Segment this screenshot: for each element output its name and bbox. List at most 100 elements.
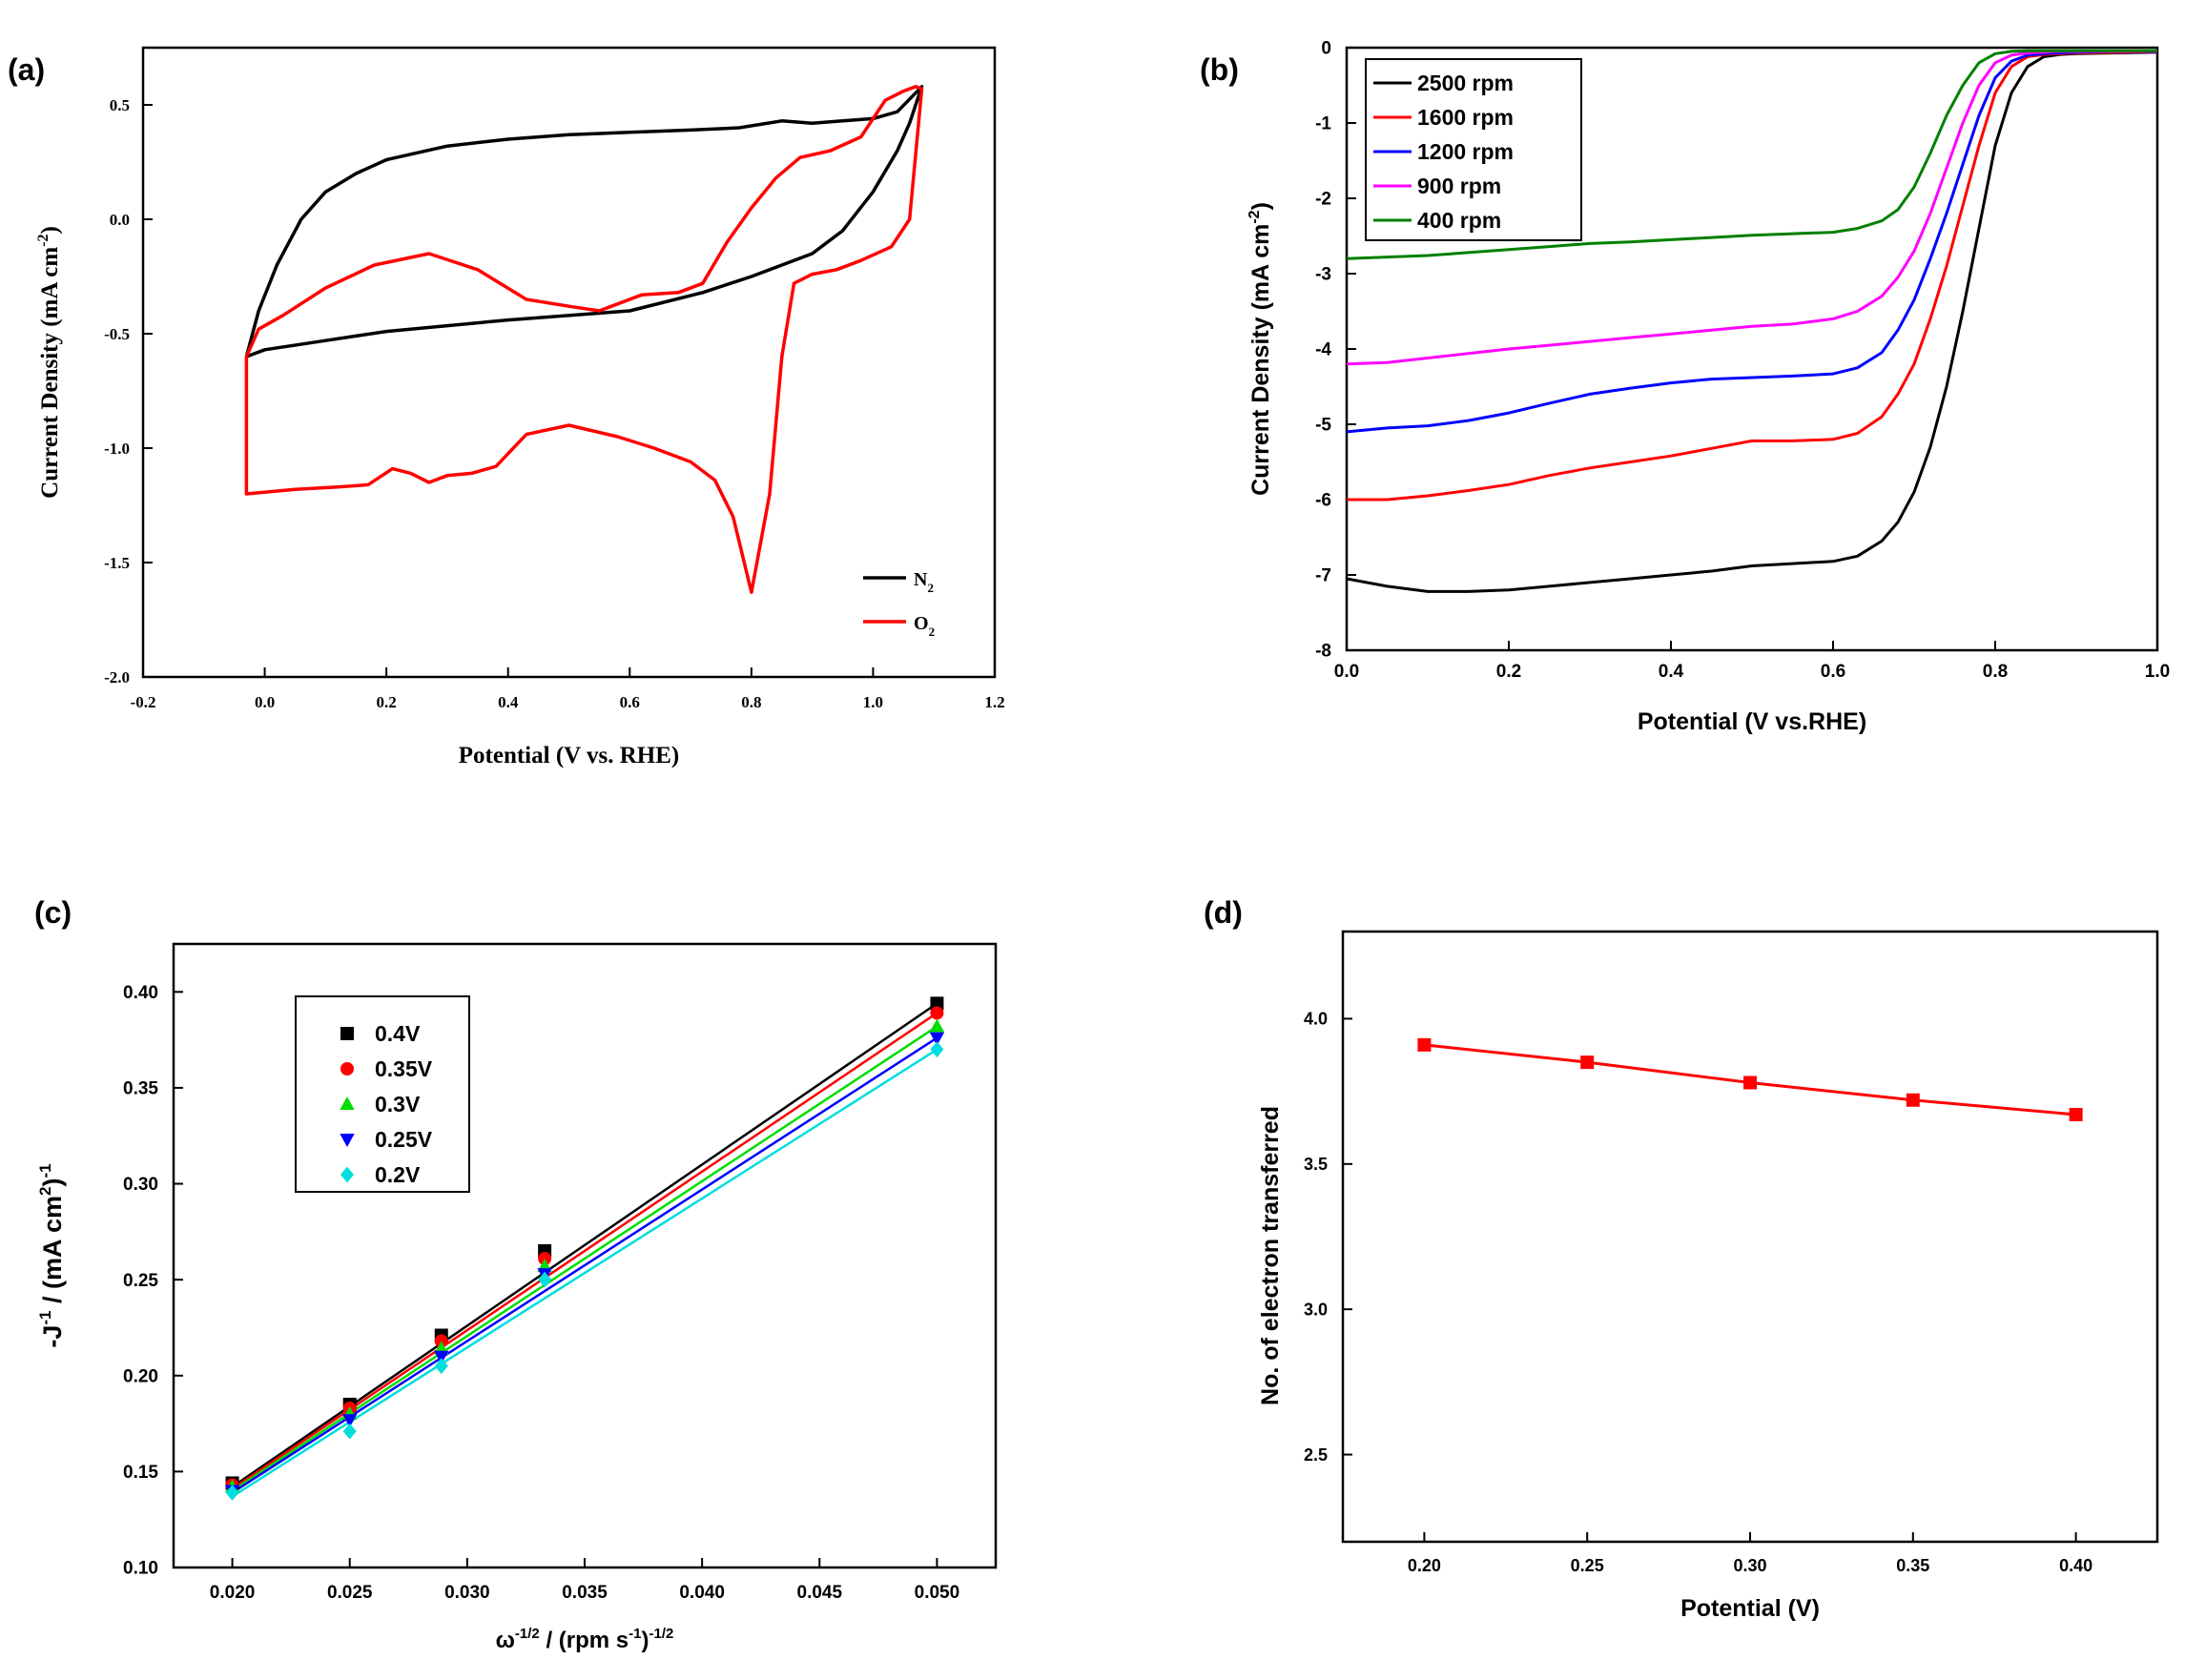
series-line-1200 rpm xyxy=(1346,50,2157,434)
y-axis-title-end: ) xyxy=(37,226,63,234)
y-tick-label: -3 xyxy=(1315,265,1331,285)
legend-label-1200 rpm: 1200 rpm xyxy=(1417,139,1514,164)
y-tick-label: -8 xyxy=(1315,642,1331,662)
y-tick-label: -6 xyxy=(1315,491,1331,511)
x-tick-label: 0.035 xyxy=(562,1583,608,1603)
y-tick-label: 0 xyxy=(1321,39,1331,59)
x-tick-label: 1.0 xyxy=(2145,662,2170,682)
y-tick-label: 0.20 xyxy=(123,1366,158,1386)
y-axis-title-end: ) xyxy=(1247,202,1274,210)
y-tick-label: 4.0 xyxy=(1304,1010,1328,1029)
y-tick-label: 0.40 xyxy=(123,983,158,1003)
y-axis-title: -J-1 / (mA cm2)-1 xyxy=(36,1163,67,1347)
x-tick-label: 0.6 xyxy=(620,693,640,711)
x-tick-label: 0.20 xyxy=(1408,1556,1441,1575)
y-tick-label: -2 xyxy=(1315,190,1331,210)
y-tick-label: -0.5 xyxy=(104,325,130,343)
panel-d: (d) 0.20 0.25 0.30 0.35 0.40 2.5 3.0 3.5 4.0 Poten… xyxy=(1204,895,2159,1622)
data-point-0.25V xyxy=(434,1350,449,1364)
panel-label: (a) xyxy=(8,52,45,87)
data-point-0.25V xyxy=(929,1032,945,1046)
legend-label-900 rpm: 900 rpm xyxy=(1417,174,1501,198)
legend-label-0.4V: 0.4V xyxy=(375,1021,421,1046)
x-tick-label: 0.35 xyxy=(1896,1556,1929,1575)
y-tick-label: 0.30 xyxy=(123,1175,158,1195)
y-title-paren: ) xyxy=(38,1178,67,1186)
data-point-0.3V xyxy=(929,1018,945,1033)
legend-label-sub: 2 xyxy=(927,581,934,595)
data-point-0.4V xyxy=(930,996,944,1011)
x-tick-label: 0.40 xyxy=(2059,1556,2092,1575)
data-point-0.2V xyxy=(434,1358,448,1375)
x-tick-label: 0.2 xyxy=(1496,662,1521,682)
y-tick-label: -4 xyxy=(1315,340,1331,360)
y-tick-label: -2.0 xyxy=(104,668,130,686)
data-point xyxy=(1743,1076,1757,1090)
x-tick-label: -0.2 xyxy=(131,693,156,711)
data-point-0.2V xyxy=(538,1271,552,1288)
y-tick-label: 0.5 xyxy=(110,96,130,114)
y-tick-label: -1 xyxy=(1315,114,1331,134)
x-axis-title: Potential (V vs. RHE) xyxy=(459,743,679,768)
data-point xyxy=(2069,1108,2083,1121)
series-line-2500 rpm xyxy=(1346,51,2158,593)
legend-label-400 rpm: 400 rpm xyxy=(1417,208,1501,233)
x-tick-label: 1.2 xyxy=(984,693,1004,711)
y-axis-title-sup: -2 xyxy=(1247,210,1263,223)
y-tick-label: -1.0 xyxy=(104,440,130,458)
series-line-O2 xyxy=(244,85,924,594)
x-tick-label: 0.30 xyxy=(1733,1556,1766,1575)
x-tick-label: 0.8 xyxy=(1983,662,2008,682)
y-axis-title-sup: -2 xyxy=(35,234,52,246)
y-title-sup: -1 xyxy=(36,1310,54,1324)
panel-label: (b) xyxy=(1200,52,1239,87)
y-tick-label: 3.5 xyxy=(1304,1155,1328,1174)
legend-box xyxy=(1365,58,1582,241)
legend-box xyxy=(295,995,470,1193)
y-title-j: -J xyxy=(38,1325,67,1348)
panel-label: (d) xyxy=(1204,895,1243,930)
x-tick-label: 0.6 xyxy=(1821,662,1845,682)
legend-label-0.25V: 0.25V xyxy=(375,1127,433,1152)
data-point xyxy=(1580,1055,1595,1070)
x-title-sup: -1 xyxy=(629,1626,641,1642)
plot-frame xyxy=(1341,930,2159,1544)
legend-label-0.3V: 0.3V xyxy=(375,1092,421,1117)
x-tick-label: 0.030 xyxy=(444,1583,490,1603)
x-tick-label: 0.4 xyxy=(1659,662,1684,682)
legend-label-1600 rpm: 1600 rpm xyxy=(1417,105,1514,130)
data-point-0.2V xyxy=(225,1485,239,1501)
data-point-0.2V xyxy=(342,1423,357,1440)
legend-label-N2: N2 xyxy=(914,569,934,595)
y-tick-label: 0.35 xyxy=(123,1079,158,1099)
data-point xyxy=(1417,1037,1432,1052)
x-title-omega: ω xyxy=(496,1628,515,1653)
y-axis-title: Current Density (mA cm-2) xyxy=(1247,202,1274,496)
legend-label-0.2V: 0.2V xyxy=(375,1162,421,1187)
x-tick-label: 0.0 xyxy=(1334,662,1359,682)
x-tick-label: 0.0 xyxy=(255,693,275,711)
y-tick-label: 0.15 xyxy=(123,1463,158,1483)
x-tick-label: 0.045 xyxy=(797,1583,843,1603)
data-point-0.2V xyxy=(930,1041,944,1058)
x-axis-title: Potential (V) xyxy=(1680,1595,1820,1622)
x-tick-label: 0.4 xyxy=(498,693,519,711)
data-point xyxy=(1906,1093,1920,1107)
series-line-N2 xyxy=(244,85,924,359)
legend-marker-0.25V xyxy=(340,1134,355,1148)
legend-marker-0.4V xyxy=(340,1027,354,1040)
x-tick-label: 0.025 xyxy=(327,1583,373,1603)
plot-frame xyxy=(141,46,997,679)
panel-label: (c) xyxy=(34,895,72,930)
x-tick-label: 1.0 xyxy=(863,693,883,711)
x-tick-label: 0.050 xyxy=(915,1583,960,1603)
y-axis-title-main: Current Density (mA cm xyxy=(37,247,63,499)
legend-label-2500 rpm: 2500 rpm xyxy=(1417,71,1514,95)
x-tick-label: 0.020 xyxy=(210,1583,256,1603)
data-point-0.25V xyxy=(342,1414,358,1428)
y-tick-label: -5 xyxy=(1315,416,1331,436)
y-axis-title: Current Density (mA cm-2) xyxy=(35,226,63,499)
y-tick-label: 0.25 xyxy=(123,1271,158,1291)
x-title-main: / (rpm s xyxy=(540,1628,629,1653)
